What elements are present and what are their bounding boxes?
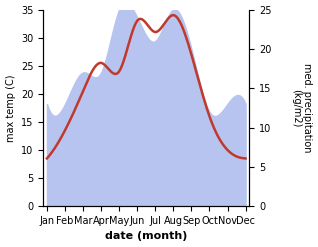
X-axis label: date (month): date (month)	[105, 231, 187, 242]
Y-axis label: max temp (C): max temp (C)	[5, 74, 16, 142]
Y-axis label: med. precipitation
(kg/m2): med. precipitation (kg/m2)	[291, 63, 313, 153]
